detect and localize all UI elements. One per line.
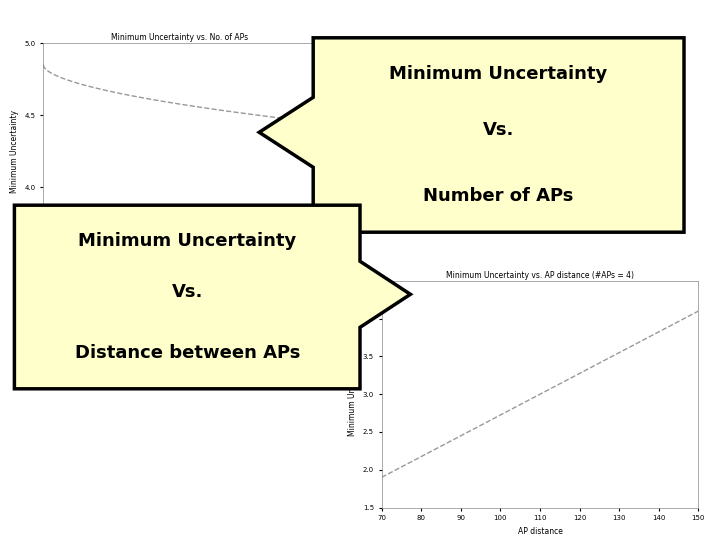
Y-axis label: Minimum Uncertainty: Minimum Uncertainty <box>348 353 357 436</box>
Text: Minimum Uncertainty: Minimum Uncertainty <box>78 232 297 250</box>
Title: Minimum Uncertainty vs. AP distance (#APs = 4): Minimum Uncertainty vs. AP distance (#AP… <box>446 271 634 280</box>
Text: Minimum Uncertainty: Minimum Uncertainty <box>390 65 608 83</box>
Text: Number of APs: Number of APs <box>423 187 574 205</box>
Text: Vs.: Vs. <box>483 120 514 139</box>
Text: Distance between APs: Distance between APs <box>74 344 300 362</box>
Title: Minimum Uncertainty vs. No. of APs: Minimum Uncertainty vs. No. of APs <box>112 33 248 43</box>
X-axis label: AP distance: AP distance <box>518 527 562 536</box>
X-axis label: No. of APs: No. of APs <box>161 279 199 287</box>
Text: Vs.: Vs. <box>171 282 203 301</box>
Y-axis label: Minimum Uncertainty: Minimum Uncertainty <box>10 110 19 193</box>
